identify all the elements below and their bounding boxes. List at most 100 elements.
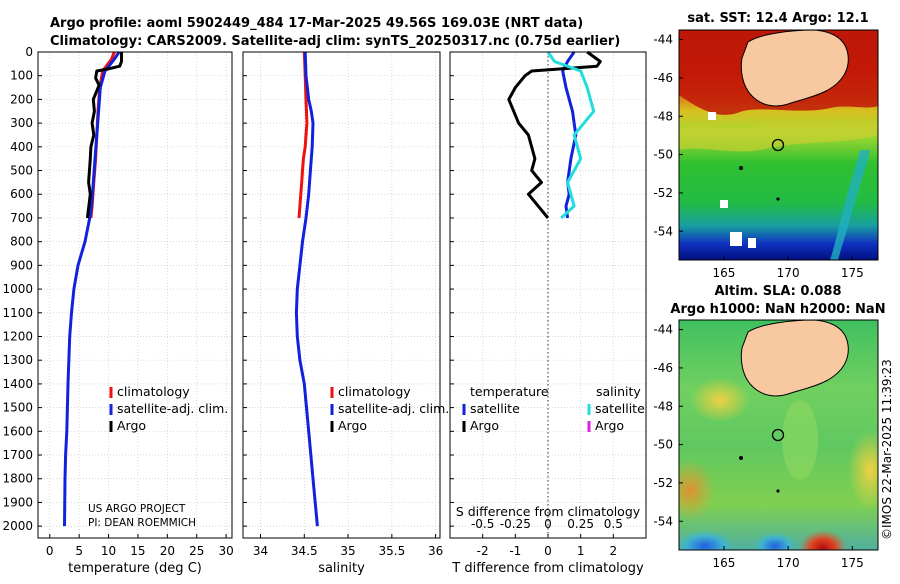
difference-panel: -2 -1 0 1 2 T difference from climatology -0.5… [449, 50, 647, 576]
legend-label: satellite-adj. clim. [117, 401, 228, 416]
series-line-satellite-adj-clim- [63, 51, 121, 527]
sst-cloud-gap [748, 238, 756, 248]
series-line-climatology [297, 51, 309, 219]
x-tick-label: 10 [101, 544, 116, 558]
imos-timestamp: ©IMOS 22-Mar-2025 11:39:23 [880, 359, 894, 540]
x-tick-label: 35.5 [378, 544, 405, 558]
map-lat-label: -50 [653, 148, 673, 162]
depth-tick-label: 1700 [2, 448, 33, 462]
x-axis-label: temperature (deg C) [68, 561, 202, 576]
x-tick-label: 2 [610, 544, 618, 558]
series-line-argo [85, 52, 123, 219]
map-lon-label: 165 [712, 556, 735, 570]
argo-position-marker [771, 138, 785, 152]
argo-position-marker [771, 428, 785, 442]
project-credit: US ARGO PROJECT [88, 503, 186, 515]
legend-label: satellite [470, 401, 520, 416]
depth-tick-label: 900 [10, 258, 33, 272]
figure-title-line2: Climatology: CARS2009. Satellite-adj cli… [50, 34, 620, 49]
map-lon-label: 165 [712, 266, 735, 280]
series-line-s-satellite [546, 51, 596, 220]
x-tick-label: 25 [189, 544, 204, 558]
sla-map-panel: Altim. SLA: 0.088 Argo h1000: NaN h2000:… [653, 284, 885, 570]
s-diff-tick-label: -0.25 [500, 517, 531, 531]
sst-cold-filament [830, 150, 870, 260]
legend-group-title: salinity [596, 384, 641, 399]
depth-tick-label: 1200 [2, 329, 33, 343]
x-tick-label: 1 [577, 544, 585, 558]
map-lon-label: 175 [841, 556, 864, 570]
sla-map-frame [678, 319, 879, 551]
x-tick-label: -2 [477, 544, 489, 558]
map-lat-label: -48 [653, 399, 673, 413]
panel-frame [242, 51, 441, 539]
pi-credit: PI: DEAN ROEMMICH [88, 517, 196, 529]
depth-tick-label: 1300 [2, 353, 33, 367]
sst-map-title: sat. SST: 12.4 Argo: 12.1 [687, 11, 868, 26]
panel-frame [37, 51, 233, 539]
x-tick-label: 36 [428, 544, 443, 558]
map-lon-label: 170 [777, 266, 800, 280]
legend-group-title: temperature [470, 384, 549, 399]
depth-tick-label: 1100 [2, 306, 33, 320]
map-lat-label: -46 [653, 361, 673, 375]
x-tick-label: 15 [130, 544, 145, 558]
depth-tick-label: 1000 [2, 282, 33, 296]
map-lon-label: 175 [841, 266, 864, 280]
series-line-satellite-adj-clim- [294, 51, 319, 527]
salinity-panel: 34 34.5 35 35.5 36 salinity climatology satelli… [242, 51, 449, 576]
sla-anomaly-green [782, 400, 818, 480]
sla-anomaly-yellow [848, 430, 878, 510]
x-tick-label: 5 [75, 544, 83, 558]
legend-label: Argo [117, 418, 146, 433]
map-lat-label: -44 [653, 33, 673, 47]
depth-tick-label: 300 [10, 116, 33, 130]
depth-tick-label: 500 [10, 164, 33, 178]
x-axis-label: salinity [318, 561, 365, 576]
sst-map-frame [678, 29, 879, 261]
island-marker [776, 489, 780, 493]
depth-tick-label: 1900 [2, 495, 33, 509]
map-lat-label: -52 [653, 186, 673, 200]
depth-tick-label: 100 [10, 69, 33, 83]
x-tick-label: 20 [160, 544, 175, 558]
island-marker [739, 456, 743, 460]
depth-tick-label: 400 [10, 140, 33, 154]
sst-map-panel: sat. SST: 12.4 Argo: 12.1 165 170 175 -44 -4… [653, 11, 879, 280]
sla-anomaly-yellow [690, 378, 750, 422]
x-tick-label: 34.5 [291, 544, 318, 558]
x-tick-label: 34 [253, 544, 268, 558]
map-lat-label: -54 [653, 224, 673, 238]
map-lat-label: -48 [653, 109, 673, 123]
depth-tick-label: 800 [10, 235, 33, 249]
x-tick-label: 30 [218, 544, 233, 558]
depth-tick-label: 200 [10, 92, 33, 106]
legend-label: satellite-adj. clim. [338, 401, 449, 416]
legend-label: Argo [470, 418, 499, 433]
s-diff-tick-label: 0.5 [604, 517, 623, 531]
map-lat-label: -50 [653, 438, 673, 452]
legend-label: satellite [595, 401, 645, 416]
x-tick-label: -1 [509, 544, 521, 558]
x-tick-label: 0 [46, 544, 54, 558]
map-lat-label: -44 [653, 323, 673, 337]
sst-front [679, 122, 878, 152]
island-marker [739, 166, 743, 170]
legend-label: Argo [338, 418, 367, 433]
x-tick-label: 0 [544, 544, 552, 558]
sla-anomaly-red [799, 530, 847, 550]
depth-tick-label: 1600 [2, 424, 33, 438]
sla-anomaly-blue [753, 532, 797, 550]
legend-label: climatology [338, 384, 411, 399]
sla-map-title-line2: Argo h1000: NaN h2000: NaN [670, 302, 885, 317]
map-lat-label: -46 [653, 71, 673, 85]
sla-anomaly-blue [679, 530, 735, 550]
depth-tick-label: 700 [10, 211, 33, 225]
series-line-t-argo [507, 50, 602, 219]
sst-cloud-gap [730, 232, 742, 246]
temperature-panel: 0 5 10 15 20 25 30 temperature (deg C) 0 100 200 30… [2, 45, 233, 576]
depth-tick-label: 1500 [2, 401, 33, 415]
map-lat-label: -52 [653, 476, 673, 490]
